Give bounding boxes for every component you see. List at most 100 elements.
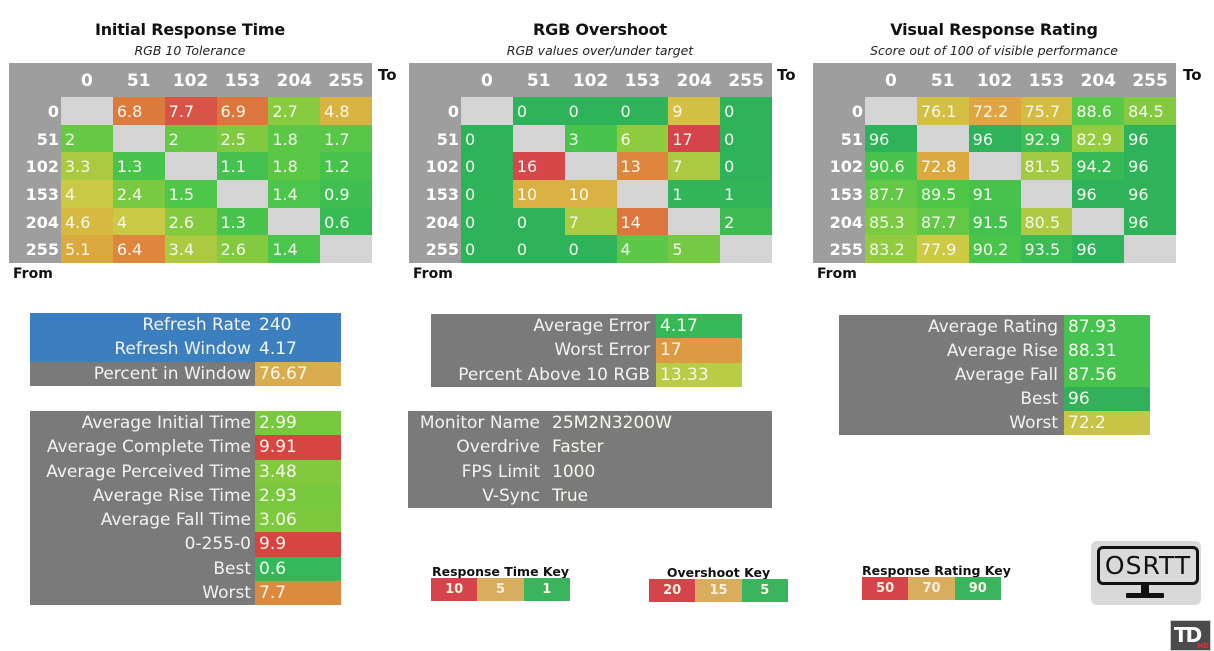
heatmap-cell-empty [461,97,514,126]
heatmap-cell: 2.7 [268,97,321,126]
stat-value: 4.17 [259,339,297,360]
stat-value: 0.6 [255,556,341,581]
stat-label: Refresh Rate [142,315,251,335]
heatmap-panel-overshoot: RGB Overshoot RGB values over/under targ… [400,0,800,290]
heatmap-cell-empty [61,97,114,126]
heatmap-cell-empty [164,152,217,181]
x-axis-label: To [777,66,796,84]
refresh-info-box: Refresh Rate 240 Refresh Window 4.17 Percent… [30,313,341,386]
heatmap-cell: 81.5 [1020,152,1073,181]
heatmap-panel-initial-response: Initial Response Time RGB 10 Tolerance 0… [0,0,400,290]
stat-label: Overdrive [456,437,540,458]
heatmap-cell-empty [112,124,166,153]
y-tick-label: 0 [851,102,863,121]
x-axis-label: To [1183,66,1202,84]
heatmap-cell: 96 [1124,124,1177,153]
stat-row: Average Fall Time 3.06 [30,508,341,533]
key-swatch: 15 [695,579,742,602]
response-rating-key: Response Rating Key 50 70 90 [862,563,1011,603]
stat-value: 72.2 [1064,411,1150,435]
heatmap-cell: 4 [616,235,669,264]
heatmap-cell: 1.3 [216,207,269,236]
stat-row: Average Initial Time 2.99 [30,411,341,436]
stat-label: Average Rating [927,317,1058,337]
stat-row: Worst 72.2 [839,411,1150,435]
td-logo-text: TD [1174,623,1202,647]
stat-value: 1000 [552,461,596,482]
y-tick-label: 255 [829,240,863,260]
monitor-info-box: Monitor Name 25M2N3200W Overdrive Faster FPS… [408,411,772,508]
stat-row: Average Perceived Time 3.48 [30,459,341,484]
chart-title: RGB Overshoot [533,20,667,39]
stat-label: FPS Limit [461,461,540,482]
y-tick-label: 255 [425,240,459,260]
stat-label: Monitor Name [419,413,540,433]
heatmap-cell-empty [320,235,373,264]
heatmap-cell: 3 [564,124,617,153]
stat-label: Worst [202,582,251,603]
stat-label: Average Perceived Time [46,461,251,482]
stat-label: Percent Above 10 RGB [458,364,650,385]
key-bar: 20 15 5 [649,579,788,602]
heatmap-cell: 96 [865,124,918,153]
heatmap-cell: 6.4 [112,235,166,264]
heatmap-cell: 0 [512,207,566,236]
stat-value: Faster [552,437,604,458]
heatmap-cell: 96 [968,124,1021,153]
heatmap-cell: 0 [461,235,514,264]
osrtt-logo-text: OSRTT [1097,546,1199,585]
heatmap-cell-empty [268,207,321,236]
x-tick-label: 255 [728,71,764,91]
x-axis-label: To [378,66,397,84]
heatmap-cell: 92.9 [1020,124,1073,153]
osrtt-logo: OSRTT [1091,541,1201,605]
heatmap-cell: 2 [164,124,217,153]
heatmap-cell: 6.8 [112,97,166,126]
heatmap-grid: 0 51 102 153 204 255 0 51 102 153 204 255 76.1 72.2 75… [813,63,1177,264]
y-tick-label: 102 [25,157,59,177]
y-axis-label: From [13,266,53,282]
x-tick-label: 255 [1132,71,1168,91]
chart-title: Visual Response Rating [890,20,1098,39]
x-tick-label: 102 [572,71,609,91]
heatmap-cell: 89.5 [916,180,970,209]
heatmap-cell: 1.5 [164,180,217,209]
heatmap-cell-empty [968,152,1021,181]
key-swatch: 5 [741,579,788,602]
heatmap-cell: 14 [616,207,669,236]
key-bar: 50 70 90 [862,577,1001,600]
y-tick-label: 204 [829,212,863,232]
x-tick-label: 153 [224,71,261,91]
heatmap-cell: 3.3 [61,152,114,181]
heatmap-cell: 3.4 [164,235,217,264]
heatmap-cell: 90.2 [968,235,1021,264]
key-swatch: 10 [431,578,478,601]
x-tick-label: 51 [526,71,551,91]
heatmap-cell: 84.5 [1124,97,1177,126]
stat-row: 0-255-0 9.9 [30,532,341,557]
x-tick-label: 204 [276,71,312,91]
heatmap-cell: 7 [668,152,721,181]
heatmap-cell-empty [865,97,918,126]
x-tick-label: 0 [884,71,897,91]
heatmap-cell: 10 [564,180,617,209]
heatmap-cell-empty [216,180,269,209]
x-tick-label: 255 [328,71,364,91]
stat-value: 3.06 [255,508,341,533]
chart-subtitle: Score out of 100 of visible performance [870,43,1118,58]
stat-label: Best [213,558,251,579]
heatmap-cell: 7 [564,207,617,236]
stat-row: Worst 7.7 [30,580,341,605]
stat-label: Average Fall Time [100,510,251,530]
heatmap-cell: 96 [1072,235,1125,264]
key-bar: 10 5 1 [431,578,570,601]
stat-row: Average Error 4.17 [431,314,742,339]
chart-subtitle: RGB 10 Tolerance [134,43,246,58]
heatmap-cell: 1.1 [216,152,269,181]
heatmap-cell: 0 [720,152,773,181]
y-tick-label: 204 [25,212,59,232]
heatmap-cell: 87.7 [916,207,970,236]
heatmap-cell-empty [1020,180,1073,209]
stat-label: Worst Error [554,340,650,361]
stat-row: Average Complete Time 9.91 [30,435,341,460]
